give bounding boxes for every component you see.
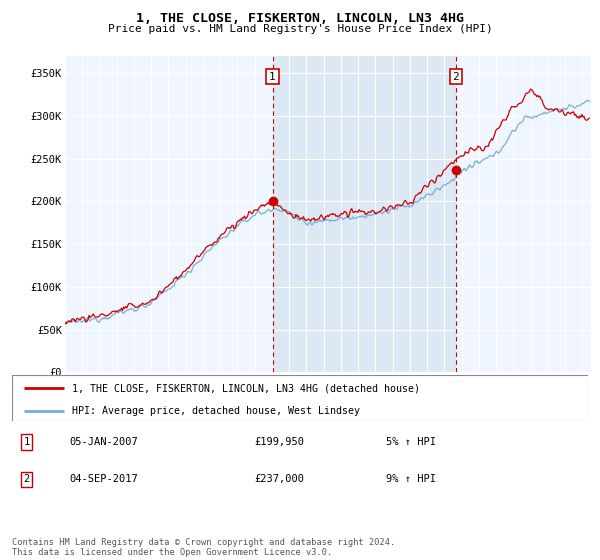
Text: 9% ↑ HPI: 9% ↑ HPI <box>386 474 436 484</box>
Text: 05-JAN-2007: 05-JAN-2007 <box>70 437 139 447</box>
Text: £237,000: £237,000 <box>254 474 304 484</box>
Text: 04-SEP-2017: 04-SEP-2017 <box>70 474 139 484</box>
Text: 2: 2 <box>452 72 459 82</box>
Text: HPI: Average price, detached house, West Lindsey: HPI: Average price, detached house, West… <box>73 406 361 416</box>
FancyBboxPatch shape <box>12 375 588 421</box>
Text: 1, THE CLOSE, FISKERTON, LINCOLN, LN3 4HG: 1, THE CLOSE, FISKERTON, LINCOLN, LN3 4H… <box>136 12 464 25</box>
Text: 1: 1 <box>23 437 30 447</box>
Bar <box>272 56 456 372</box>
Text: 2: 2 <box>23 474 30 484</box>
Text: 1: 1 <box>269 72 276 82</box>
Text: 5% ↑ HPI: 5% ↑ HPI <box>386 437 436 447</box>
Text: 1, THE CLOSE, FISKERTON, LINCOLN, LN3 4HG (detached house): 1, THE CLOSE, FISKERTON, LINCOLN, LN3 4H… <box>73 383 421 393</box>
Text: £199,950: £199,950 <box>254 437 304 447</box>
Text: Price paid vs. HM Land Registry's House Price Index (HPI): Price paid vs. HM Land Registry's House … <box>107 24 493 34</box>
Text: Contains HM Land Registry data © Crown copyright and database right 2024.
This d: Contains HM Land Registry data © Crown c… <box>12 538 395 557</box>
